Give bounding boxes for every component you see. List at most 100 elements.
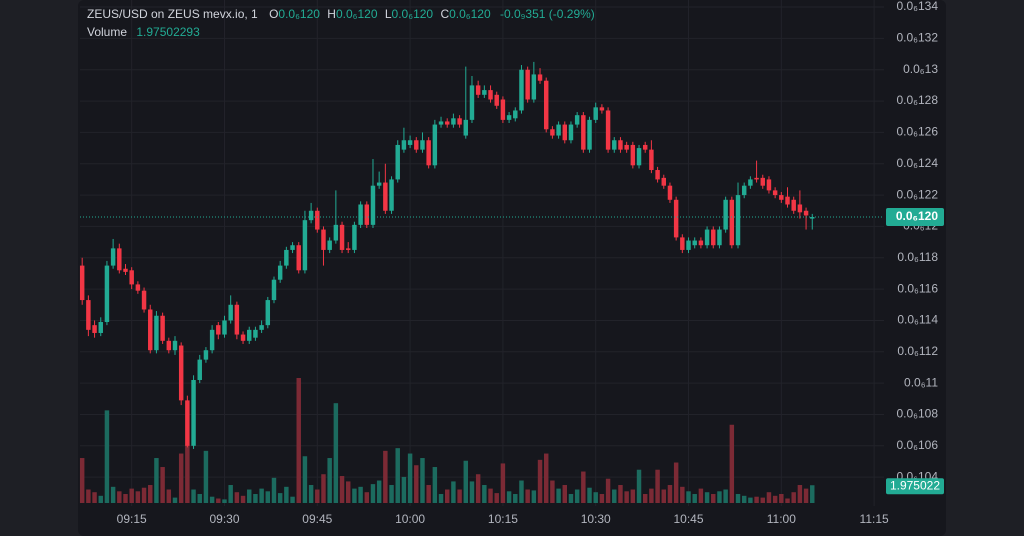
y-tick-label: 0.0₆13: [903, 62, 938, 76]
candle-body: [500, 99, 506, 120]
volume-bar: [358, 486, 363, 503]
candle-body: [772, 190, 778, 196]
candle-body: [692, 240, 697, 246]
candle-body: [457, 118, 462, 125]
candle-body: [290, 245, 295, 250]
volume-bar: [277, 493, 283, 503]
candle-body: [680, 237, 685, 250]
volume-bar: [444, 489, 450, 503]
candle-body: [315, 210, 320, 230]
candle-body: [667, 185, 673, 200]
volume-bar: [333, 403, 339, 503]
volume-bar: [475, 474, 481, 503]
volume-bar: [791, 492, 796, 503]
candle-body: [160, 315, 165, 341]
x-tick-label: 11:00: [767, 512, 796, 526]
candle-body: [271, 279, 277, 301]
volume-bar: [624, 491, 629, 503]
last-price-box: [886, 208, 944, 227]
volume-bar: [209, 496, 215, 503]
volume-value-label: 1.975022: [890, 478, 940, 492]
y-tick-label: 0.0₆106: [896, 438, 938, 452]
x-tick-label: 09:45: [302, 512, 332, 526]
volume-header: Volume 1.97502293: [87, 25, 200, 39]
volume-bar: [148, 485, 153, 503]
candle-body: [135, 284, 141, 291]
volume-bar: [79, 458, 85, 503]
candle-body: [673, 199, 679, 238]
x-tick-label: 10:30: [581, 512, 611, 526]
candle-body: [123, 268, 128, 272]
volume-bar: [735, 494, 741, 503]
candle-body: [209, 329, 215, 351]
candle-body: [364, 204, 370, 225]
candle-body: [451, 118, 456, 125]
candle-body: [277, 265, 283, 280]
volume-bar: [240, 495, 246, 503]
candle-body: [98, 322, 103, 333]
y-tick-label: 0.0₆108: [896, 407, 938, 421]
volume-bar: [265, 491, 271, 503]
volume-bar: [172, 497, 178, 503]
volume-bar: [574, 489, 580, 503]
volume-bar: [550, 480, 555, 503]
y-tick-label: 0.0₆112: [897, 344, 938, 358]
volume-bar: [247, 489, 252, 503]
volume-bar: [315, 489, 320, 503]
volume-bar: [754, 496, 759, 503]
candle-body: [655, 170, 660, 180]
grid: [80, 0, 884, 506]
last-price-label: 0.0₆120: [896, 209, 938, 223]
volume-bar: [284, 486, 289, 503]
volume-bar: [185, 444, 190, 503]
candle-body: [810, 217, 815, 219]
volume-bar: [296, 378, 301, 503]
volume-bar: [364, 492, 370, 503]
volume-bar: [166, 489, 172, 503]
volume-bar: [655, 469, 660, 503]
candle-body: [333, 224, 339, 241]
volume-bar: [494, 493, 499, 503]
candle-body: [185, 400, 190, 446]
volume-bar: [779, 494, 784, 503]
candle-body: [302, 220, 308, 271]
candle-body: [686, 240, 691, 250]
candle-body: [605, 110, 611, 150]
volume-bar: [203, 450, 209, 503]
volume-bar: [711, 494, 716, 503]
ohlc-value: 0.0₆120: [336, 7, 378, 21]
volume-bar: [729, 424, 735, 503]
symbol: ZEUS/USD on ZEUS mevx.io, 1: [87, 7, 258, 21]
candle-body: [444, 121, 450, 125]
volume-bar: [426, 485, 431, 503]
candle-body: [550, 129, 555, 136]
volume-bar: [748, 497, 753, 503]
y-tick-label: 0.0₆126: [896, 125, 938, 139]
candle-body: [259, 325, 264, 330]
volume-bar: [642, 494, 648, 503]
candle-body: [426, 140, 431, 166]
candle-body: [166, 340, 172, 351]
candle-body: [284, 249, 289, 266]
candle-body: [383, 182, 388, 211]
volume-value-box: [886, 478, 944, 495]
volume-bar: [766, 492, 772, 503]
x-tick-label: 10:15: [488, 512, 518, 526]
volume-bar: [482, 485, 487, 503]
volume-bar: [457, 489, 462, 503]
candle-body: [779, 195, 784, 200]
volume-bar: [178, 453, 184, 503]
volume-bar: [92, 492, 97, 503]
volume-bar: [321, 474, 326, 503]
candle-body: [253, 329, 258, 338]
volume-bar: [772, 495, 778, 503]
candle-body: [346, 248, 351, 250]
volume-bar: [692, 494, 697, 503]
candle-body: [240, 334, 246, 341]
volume-bar: [327, 458, 332, 503]
candle-body: [234, 304, 240, 335]
volume-bar: [228, 485, 233, 503]
candle-body: [178, 345, 184, 401]
candle-body: [618, 140, 623, 150]
candle-body: [723, 199, 728, 230]
